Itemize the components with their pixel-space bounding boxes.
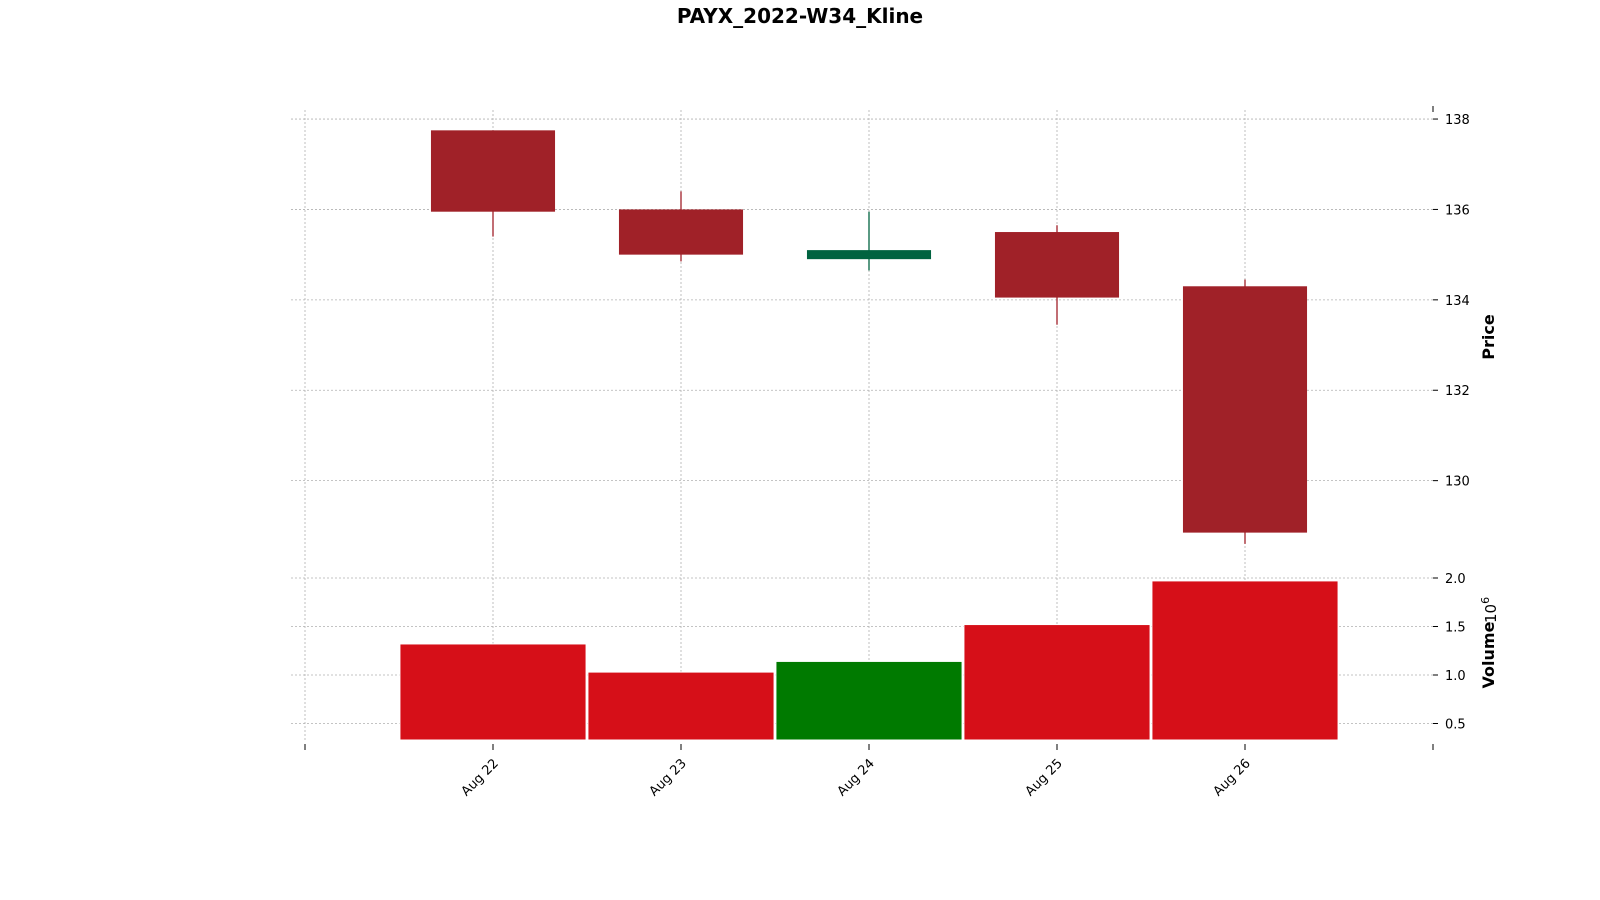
grid-lines: [291, 110, 1433, 740]
volume-multiplier-exponent: 6: [1479, 597, 1492, 604]
volume-tick-label: 0.5: [1445, 718, 1466, 733]
x-tick-label: Aug 26: [1211, 756, 1254, 799]
candle-body: [1182, 286, 1308, 533]
volume-axis-label: Volume: [1479, 621, 1498, 688]
candles: [430, 130, 1308, 544]
volume-bar: [399, 643, 587, 741]
volume-bar: [775, 660, 963, 741]
volume-tick-label: 1.0: [1445, 669, 1466, 684]
volume-bar: [963, 624, 1151, 741]
candle-body: [618, 209, 744, 255]
svg-text:106: 106: [1479, 597, 1500, 623]
volume-bar: [1151, 580, 1339, 741]
volume-bar: [587, 671, 775, 741]
volume-tick-label: 1.5: [1445, 621, 1466, 636]
candle-body: [430, 130, 556, 212]
candle-body: [994, 232, 1120, 298]
x-tick-label: Aug 25: [1023, 756, 1066, 799]
x-tick-label: Aug 23: [647, 756, 690, 799]
candle-body: [806, 250, 932, 260]
price-axis-label: Price: [1479, 314, 1498, 360]
price-tick-label: 130: [1445, 475, 1470, 490]
price-tick-label: 136: [1445, 203, 1470, 218]
price-tick-label: 138: [1445, 113, 1470, 128]
x-tick-label: Aug 24: [835, 756, 878, 799]
volume-multiplier-base: 10: [1482, 604, 1500, 623]
x-tick-label: Aug 22: [459, 756, 502, 799]
volume-tick-label: 2.0: [1445, 572, 1466, 587]
price-tick-label: 132: [1445, 384, 1470, 399]
volume-bars: [399, 580, 1339, 741]
price-tick-label: 134: [1445, 294, 1470, 309]
chart-title: PAYX_2022-W34_Kline: [677, 4, 923, 28]
volume-multiplier: 106: [1479, 597, 1500, 623]
